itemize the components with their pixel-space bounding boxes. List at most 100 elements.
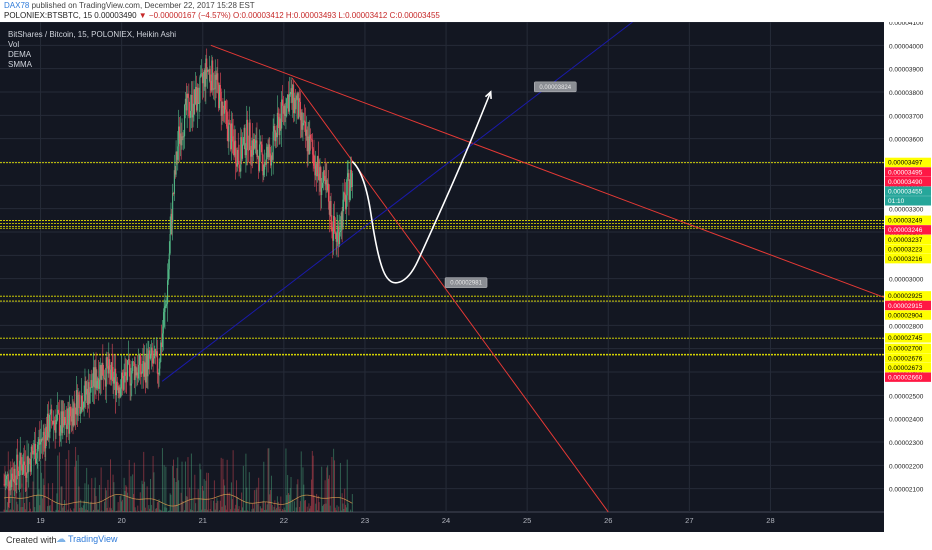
volume-bar xyxy=(346,459,348,512)
candle-body xyxy=(229,122,231,125)
candle-body xyxy=(272,131,274,160)
candle-body xyxy=(114,368,116,378)
volume-bar xyxy=(85,509,87,512)
candle-body xyxy=(176,151,178,160)
candle-body xyxy=(59,431,61,436)
volume-bar xyxy=(98,485,100,512)
volume-bar xyxy=(87,484,89,512)
candle-body xyxy=(301,112,303,130)
legend-indicator-smma[interactable]: SMMA xyxy=(8,60,32,69)
candle-body xyxy=(38,439,40,445)
candle-body xyxy=(179,133,181,144)
volume-bar xyxy=(91,478,93,512)
candle-body xyxy=(212,60,214,90)
price-label-text: 0.00003495 xyxy=(888,169,923,176)
candle-body xyxy=(348,173,350,200)
y-tick-label: 0.00003300 xyxy=(889,207,924,214)
volume-bar xyxy=(311,450,313,512)
volume-bar xyxy=(103,511,105,512)
candle-body xyxy=(144,362,146,383)
volume-bar xyxy=(71,511,73,512)
price-label-tag xyxy=(885,167,931,177)
candle-body xyxy=(89,392,91,404)
candle-body xyxy=(192,114,194,118)
volume-bar xyxy=(166,507,168,512)
price-label-text: 0.00003249 xyxy=(888,218,923,225)
volume-bar xyxy=(173,459,175,512)
projection-arrowhead xyxy=(484,90,492,100)
volume-bar xyxy=(261,508,263,512)
legend-indicator-vol[interactable]: Vol xyxy=(8,40,20,49)
volume-bar xyxy=(132,474,134,512)
volume-bar xyxy=(133,462,135,512)
legend-indicator-dema[interactable]: DEMA xyxy=(8,50,32,59)
candle-body xyxy=(256,140,258,158)
volume-bar xyxy=(274,500,276,512)
x-tick-label: 21 xyxy=(199,516,207,525)
volume-bar xyxy=(297,479,299,512)
candle-body xyxy=(276,132,278,138)
chart-area[interactable]: 0.00004100 0.00004000 0.00003900 0.00003800… xyxy=(0,20,932,532)
x-tick-label: 28 xyxy=(766,516,774,525)
candle-body xyxy=(253,139,255,149)
volume-bar xyxy=(106,507,108,512)
candle-body xyxy=(115,368,117,396)
candle-body xyxy=(104,378,106,387)
candle-body xyxy=(6,475,8,480)
candle-body xyxy=(47,413,49,438)
volume-bar xyxy=(283,507,285,512)
volume-bar xyxy=(229,492,231,512)
candle-body xyxy=(133,362,135,381)
candle-body xyxy=(340,212,342,231)
y-tick-label: 0.00003000 xyxy=(889,277,924,284)
candle-body xyxy=(31,446,33,451)
candle-body xyxy=(106,357,108,367)
candle-body xyxy=(230,124,232,150)
volume-bar xyxy=(253,508,255,512)
candle-body xyxy=(333,215,335,241)
candle-body xyxy=(324,175,326,185)
candle-body xyxy=(93,367,95,388)
volume-bar xyxy=(173,478,175,512)
tradingview-logo[interactable]: ☁ TradingView xyxy=(56,534,118,545)
last-price: 0.00003490 xyxy=(94,11,137,20)
author-link[interactable]: DAX78 xyxy=(4,1,30,10)
volume-bar xyxy=(290,476,292,512)
candle-body xyxy=(350,169,353,188)
candle-body xyxy=(218,85,221,109)
volume-bar xyxy=(266,504,268,512)
volume-bar xyxy=(244,510,246,512)
candle-body xyxy=(227,126,229,142)
candle-body xyxy=(295,99,297,110)
candle-body xyxy=(11,473,13,487)
candle-body xyxy=(98,378,100,389)
volume-bar xyxy=(98,509,100,512)
price-label-text: 0.00002915 xyxy=(888,303,923,310)
candle-body xyxy=(45,426,47,449)
volume-bar xyxy=(128,459,130,512)
volume-bar xyxy=(23,502,25,512)
candle-body xyxy=(26,456,28,478)
volume-bar xyxy=(350,509,352,512)
candle-body xyxy=(86,388,88,395)
price-label-tag xyxy=(885,234,931,245)
volume-bar xyxy=(200,469,202,512)
volume-bar xyxy=(198,498,200,512)
candle-body xyxy=(332,231,334,241)
candle-body xyxy=(287,94,289,99)
candle-body xyxy=(191,94,193,118)
volume-bar xyxy=(262,500,264,512)
volume-bar xyxy=(324,480,326,512)
volume-bar xyxy=(153,472,155,512)
volume-bar xyxy=(15,491,17,512)
candle-body xyxy=(195,86,198,111)
candle-body xyxy=(287,94,290,112)
candle-body xyxy=(12,473,14,480)
price-chart[interactable]: 0.00004100 0.00004000 0.00003900 0.00003800… xyxy=(0,20,932,532)
volume-bar xyxy=(169,493,171,512)
candle-body xyxy=(337,226,339,231)
price-label-tag xyxy=(885,253,931,264)
candle-body xyxy=(238,160,240,169)
candle-body xyxy=(304,120,306,122)
volume-bar xyxy=(131,511,133,512)
